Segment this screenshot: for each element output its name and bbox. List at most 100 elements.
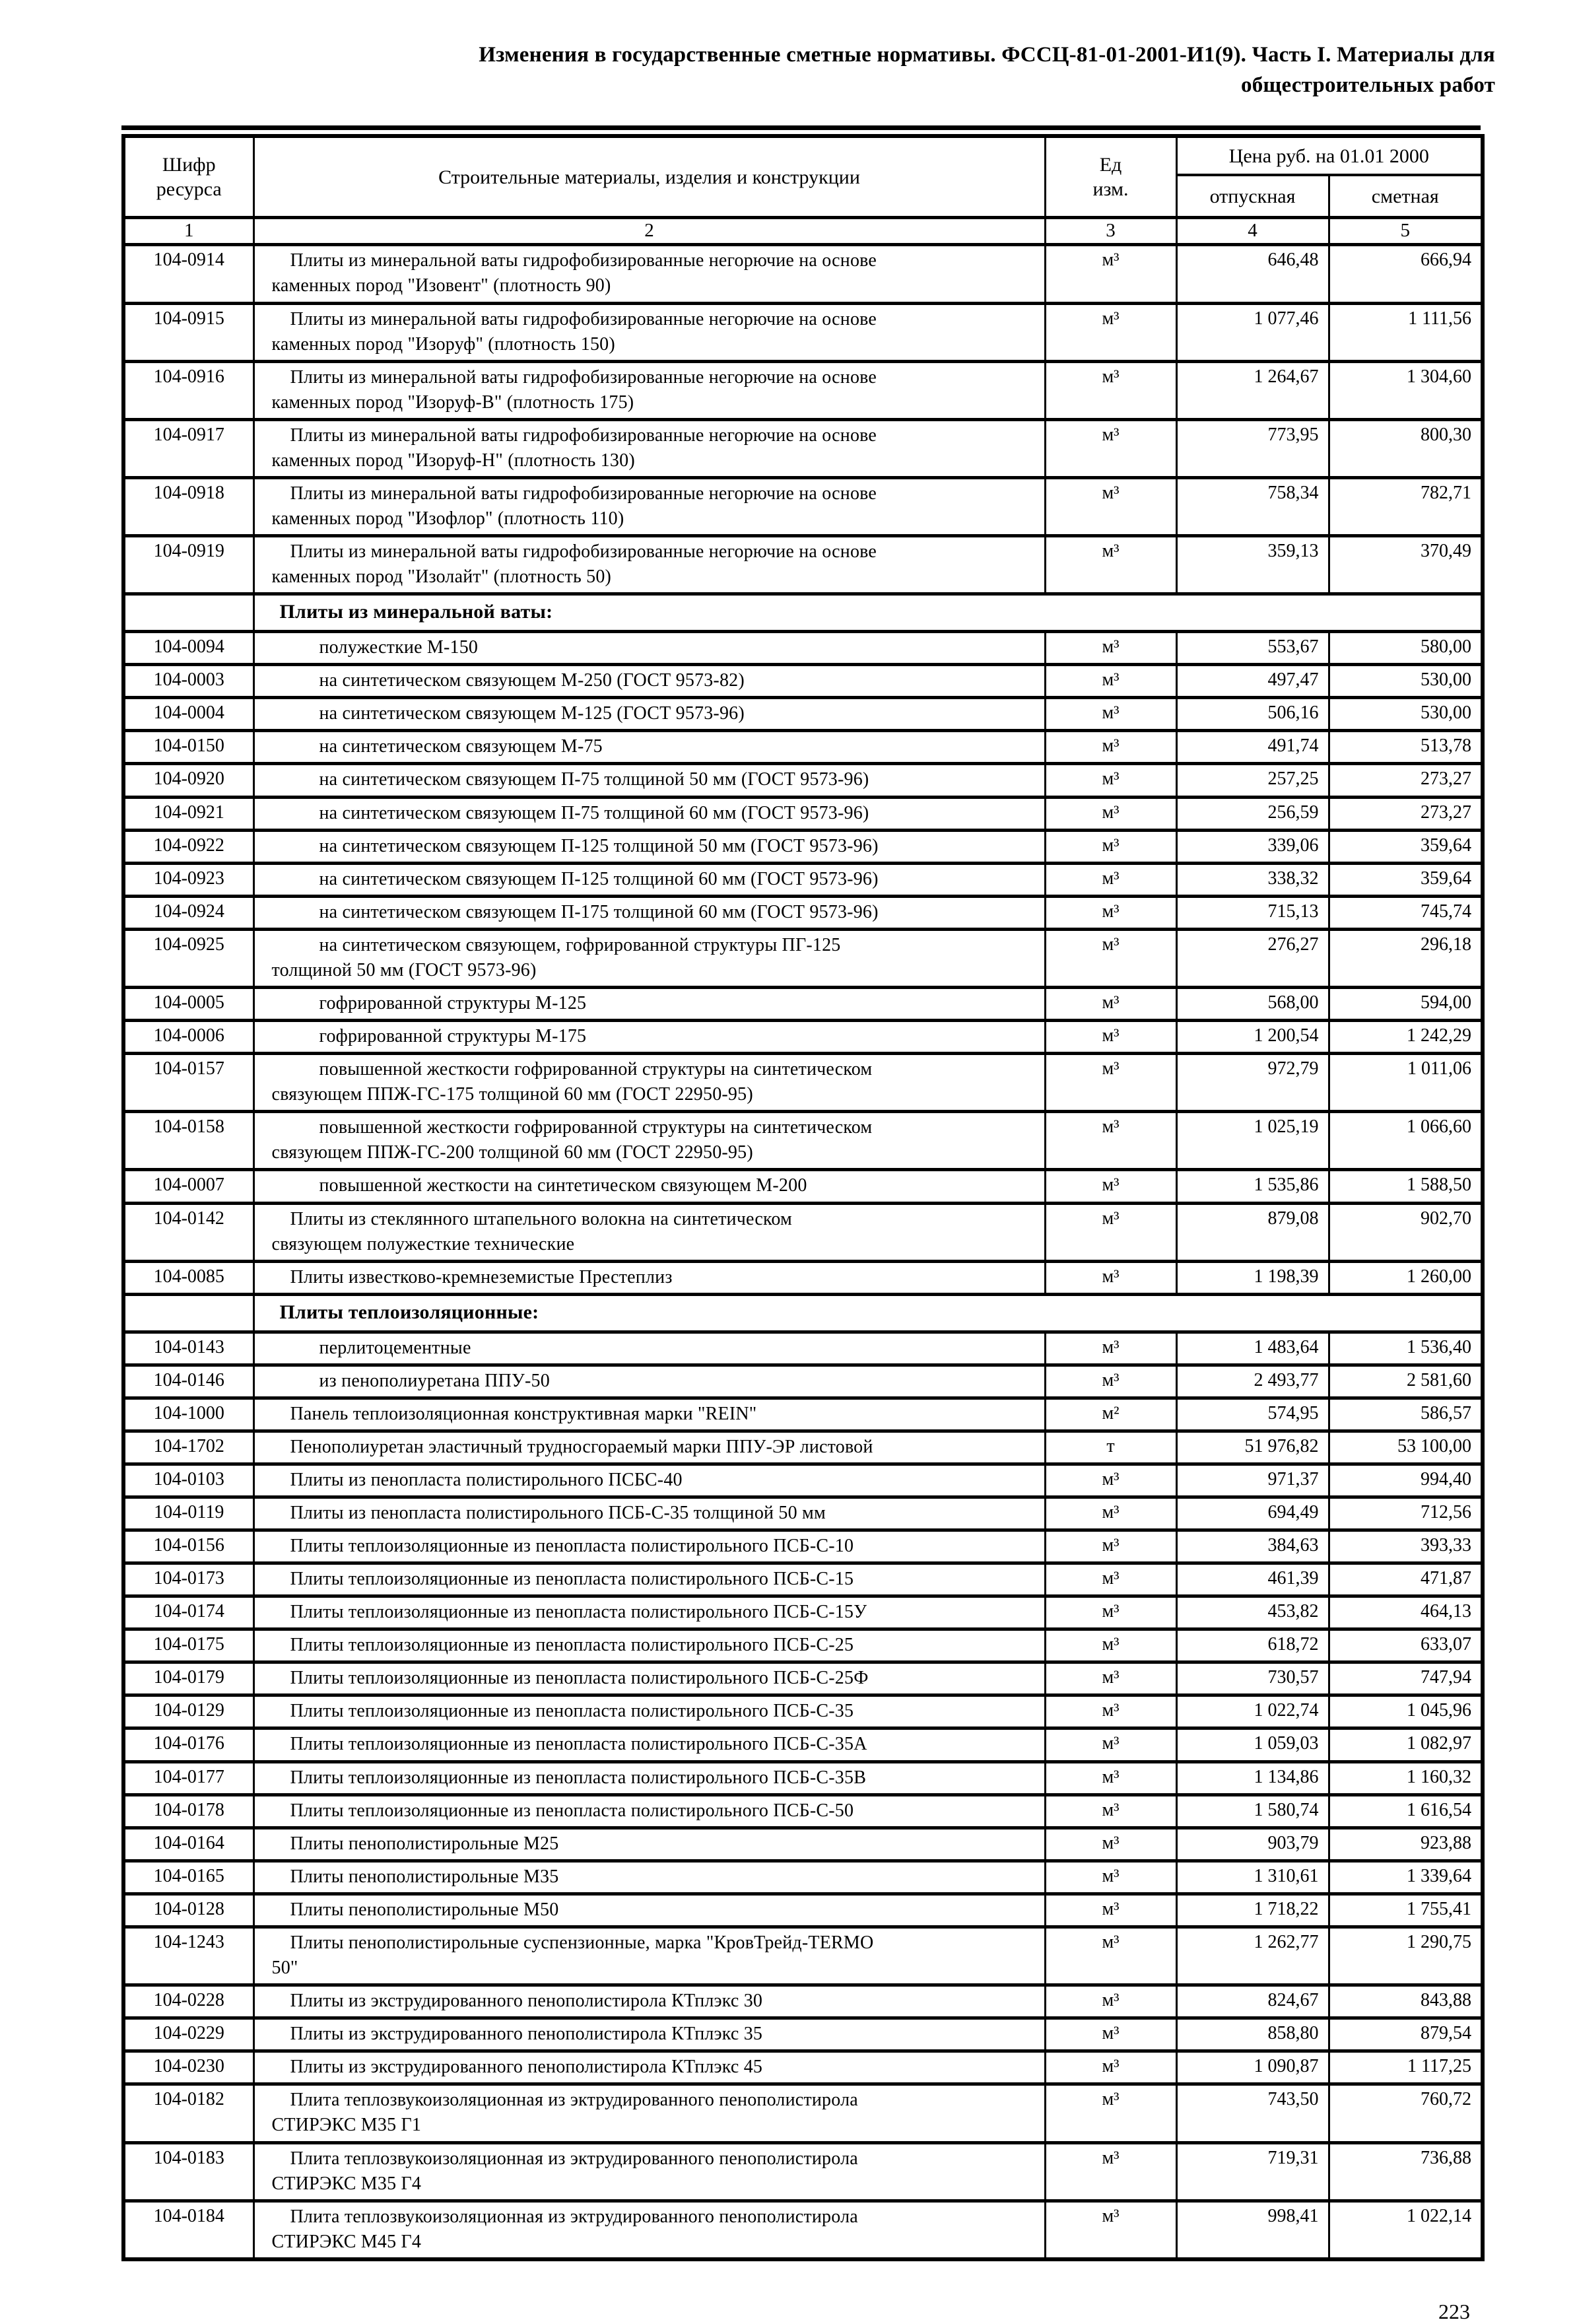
price-smetnaya-cell: 879,54: [1327, 2016, 1484, 2053]
price-smetnaya-cell: 53 100,00: [1327, 1429, 1484, 1466]
table-row: 104-0129 Плиты теплоизоляционные из пеноп…: [122, 1693, 1484, 1730]
table-header: Шифр ресурса Строительные материалы, изд…: [122, 134, 1484, 247]
header-price-otpusknaya: отпускная: [1175, 174, 1330, 220]
price-otpusknaya-cell: 1 059,03: [1175, 1726, 1330, 1763]
table-row: 104-0229 Плиты из экструдированного пеноп…: [122, 2016, 1484, 2053]
resource-code-cell: 104-0119: [122, 1495, 255, 1532]
material-name-cell: из пенополиуретана ППУ-50: [252, 1363, 1046, 1400]
column-number-2: 2: [252, 216, 1046, 247]
price-smetnaya-cell: 464,13: [1327, 1594, 1484, 1631]
price-smetnaya-cell: 586,57: [1327, 1396, 1484, 1433]
price-otpusknaya-cell: 453,82: [1175, 1594, 1330, 1631]
resource-code-cell: 104-0129: [122, 1693, 255, 1730]
material-name-cell: на синтетическом связующем М-125 (ГОСТ 9…: [252, 696, 1046, 733]
unit-cell: м³: [1044, 534, 1178, 596]
section-title-cell: Плиты из минеральной ваты:: [252, 592, 1484, 634]
price-otpusknaya-cell: 758,34: [1175, 475, 1330, 538]
table-row: 104-0925 на синтетическом связующем, гофр…: [122, 927, 1484, 989]
resource-code-cell: 104-0103: [122, 1462, 255, 1499]
price-smetnaya-cell: 1 082,97: [1327, 1726, 1484, 1763]
resource-code-cell: 104-0157: [122, 1052, 255, 1114]
material-name-cell: Плита теплозвукоизоляционная из эктрудир…: [252, 2140, 1046, 2203]
price-otpusknaya-cell: 618,72: [1175, 1627, 1330, 1664]
price-otpusknaya-cell: 1 262,77: [1175, 1925, 1330, 1987]
material-name-cell: Плита теплозвукоизоляционная из эктрудир…: [252, 2082, 1046, 2144]
resource-code-cell: 104-0918: [122, 475, 255, 538]
material-name-cell: на синтетическом связующем, гофрированно…: [252, 927, 1046, 989]
resource-code-cell: 104-0165: [122, 1859, 255, 1896]
table-row: 104-0924 на синтетическом связующем П-175…: [122, 894, 1484, 931]
material-name-cell: Плиты пенополистирольные М50: [252, 1892, 1046, 1929]
table-body: 104-0914 Плиты из минеральной ваты гидроф…: [122, 243, 1484, 2261]
table-row: 104-0918 Плиты из минеральной ваты гидроф…: [122, 475, 1484, 538]
table-row: 104-0920 на синтетическом связующем П-75 …: [122, 762, 1484, 799]
price-smetnaya-cell: 1 022,14: [1327, 2199, 1484, 2261]
resource-code-cell: 104-0158: [122, 1110, 255, 1172]
price-smetnaya-cell: 994,40: [1327, 1462, 1484, 1499]
resource-code-cell: 104-0182: [122, 2082, 255, 2144]
table-row: 104-0085 Плиты известково-кремнеземистые …: [122, 1259, 1484, 1296]
scanned-document-page: Изменения в государственные сметные норм…: [121, 43, 1495, 2323]
price-smetnaya-cell: 296,18: [1327, 927, 1484, 989]
table-row: 104-0143 перлитоцементные м³ 1 483,64 1 536,…: [122, 1330, 1484, 1367]
price-otpusknaya-cell: 743,50: [1175, 2082, 1330, 2144]
unit-cell: м³: [1044, 861, 1178, 898]
header-unit: Ед изм.: [1044, 134, 1178, 220]
section-title-cell: Плиты теплоизоляционные:: [252, 1292, 1484, 1334]
unit-cell: м³: [1044, 1826, 1178, 1863]
unit-cell: м³: [1044, 1760, 1178, 1796]
resource-code-cell: 104-0173: [122, 1561, 255, 1598]
price-smetnaya-cell: 782,71: [1327, 475, 1484, 538]
unit-cell: м³: [1044, 359, 1178, 421]
unit-cell: м³: [1044, 1859, 1178, 1896]
material-name-cell: повышенной жесткости гофрированной струк…: [252, 1052, 1046, 1114]
resource-code-cell: 104-0006: [122, 1019, 255, 1056]
resource-code-cell: 104-0228: [122, 1983, 255, 2020]
resource-code-cell: 104-0914: [122, 243, 255, 305]
unit-cell: м³: [1044, 1594, 1178, 1631]
price-otpusknaya-cell: 2 493,77: [1175, 1363, 1330, 1400]
table-row: 104-0004 на синтетическом связующем М-125…: [122, 696, 1484, 733]
unit-cell: м³: [1044, 475, 1178, 538]
resource-code-cell: 104-0923: [122, 861, 255, 898]
resource-code-cell: 104-0179: [122, 1660, 255, 1697]
material-name-cell: повышенной жесткости гофрированной струк…: [252, 1110, 1046, 1172]
price-smetnaya-cell: 1 242,29: [1327, 1019, 1484, 1056]
unit-cell: м³: [1044, 1983, 1178, 2020]
material-name-cell: Плиты теплоизоляционные из пенопласта по…: [252, 1594, 1046, 1631]
price-otpusknaya-cell: 646,48: [1175, 243, 1330, 305]
table-row: 104-1243 Плиты пенополистирольные суспенз…: [122, 1925, 1484, 1987]
unit-cell: м³: [1044, 301, 1178, 363]
table-row: 104-0921 на синтетическом связующем П-75 …: [122, 795, 1484, 832]
price-otpusknaya-cell: 971,37: [1175, 1462, 1330, 1499]
resource-code-cell: 104-0003: [122, 663, 255, 700]
resource-code-cell: 104-0922: [122, 828, 255, 865]
price-otpusknaya-cell: 276,27: [1175, 927, 1330, 989]
column-number-5: 5: [1327, 216, 1484, 247]
unit-cell: м³: [1044, 1793, 1178, 1829]
unit-cell: м³: [1044, 762, 1178, 799]
price-otpusknaya-cell: 1 264,67: [1175, 359, 1330, 421]
unit-cell: м³: [1044, 1925, 1178, 1987]
materials-price-table: Шифр ресурса Строительные материалы, изд…: [121, 134, 1485, 2261]
unit-cell: м³: [1044, 630, 1178, 667]
price-smetnaya-cell: 747,94: [1327, 1660, 1484, 1697]
price-smetnaya-cell: 513,78: [1327, 729, 1484, 766]
material-name-cell: на синтетическом связующем П-175 толщино…: [252, 894, 1046, 931]
resource-code-cell: 104-1702: [122, 1429, 255, 1466]
price-smetnaya-cell: 633,07: [1327, 1627, 1484, 1664]
resource-code-cell: 104-0184: [122, 2199, 255, 2261]
table-row: 104-0923 на синтетическом связующем П-125…: [122, 861, 1484, 898]
price-smetnaya-cell: 666,94: [1327, 243, 1484, 305]
price-otpusknaya-cell: 256,59: [1175, 795, 1330, 832]
table-row: 104-0179 Плиты теплоизоляционные из пеноп…: [122, 1660, 1484, 1697]
price-otpusknaya-cell: 1 134,86: [1175, 1760, 1330, 1796]
price-otpusknaya-cell: 998,41: [1175, 2199, 1330, 2261]
material-name-cell: Плиты из пенопласта полистирольного ПСБ-…: [252, 1495, 1046, 1532]
price-otpusknaya-cell: 972,79: [1175, 1052, 1330, 1114]
unit-cell: м³: [1044, 1168, 1178, 1205]
table-row: 104-0165 Плиты пенополистирольные М35 м³ 1 …: [122, 1859, 1484, 1896]
price-otpusknaya-cell: 339,06: [1175, 828, 1330, 865]
price-otpusknaya-cell: 1 198,39: [1175, 1259, 1330, 1296]
table-row: 104-0182 Плита теплозвукоизоляционная из …: [122, 2082, 1484, 2144]
